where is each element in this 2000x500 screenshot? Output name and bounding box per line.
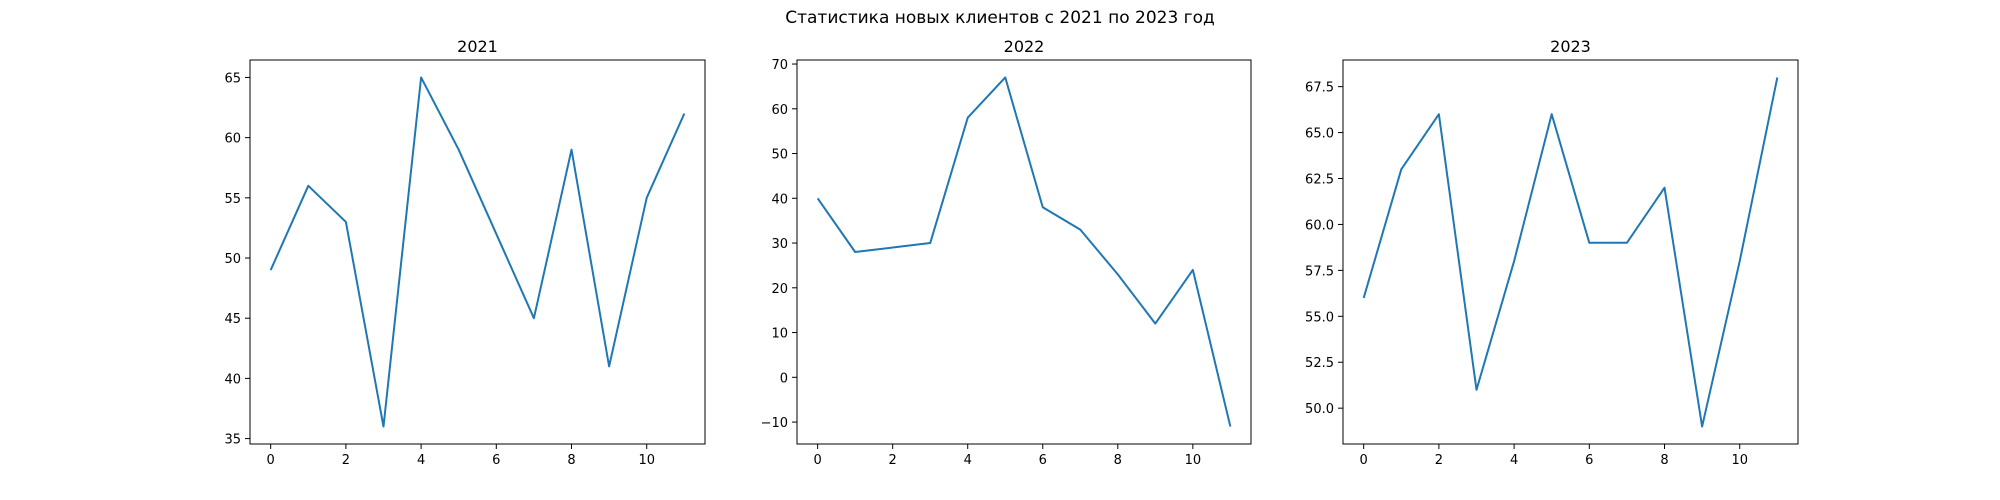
x-tick-label: 0: [1360, 453, 1368, 468]
axes-frame: [249, 59, 706, 445]
x-tick-label: 6: [1039, 453, 1047, 468]
y-tick-label: −10: [761, 416, 788, 431]
y-tick-label: 50.0: [1305, 402, 1334, 417]
x-tick-label: 0: [267, 453, 275, 468]
x-tick-label: 4: [964, 453, 972, 468]
y-tick-label: 30: [771, 237, 788, 252]
y-tick-label: 45: [224, 312, 241, 327]
y-tick-label: 20: [771, 282, 788, 297]
y-tick-label: 35: [224, 433, 241, 448]
subplot-2021: 2021 0 2 4 6 8 10 35 40 45 50 55 60 65: [224, 37, 706, 468]
y-tick-label: 50: [771, 148, 788, 163]
subplot-title: 2023: [1550, 37, 1591, 56]
y-tick-label: 55.0: [1305, 310, 1334, 325]
x-tick-label: 8: [1660, 453, 1668, 468]
x-tick-label: 6: [492, 453, 500, 468]
y-tick-label: 60: [224, 132, 241, 147]
x-tick-label: 2: [1435, 453, 1443, 468]
subplot-2023: 2023 0 2 4 6 8 10 50.0 52.5 55.0 57.5 60.0 62.5 65.0 6…: [1305, 37, 1799, 468]
y-tick-label: 65: [224, 71, 241, 86]
x-tick-label: 8: [1114, 453, 1122, 468]
series-line: [816, 76, 1232, 427]
y-tick-label: 60.0: [1305, 218, 1334, 233]
y-tick-label: 0: [780, 371, 788, 386]
x-tick-label: 8: [567, 453, 575, 468]
y-tick-label: 50: [224, 252, 241, 267]
y-tick-label: 10: [771, 327, 788, 342]
y-tick-label: 62.5: [1305, 173, 1334, 188]
x-tick-label: 10: [1731, 453, 1748, 468]
axes-frame: [796, 59, 1252, 445]
x-tick-label: 10: [638, 453, 655, 468]
figure-title: Статистика новых клиентов с 2021 по 2023…: [785, 8, 1215, 28]
x-tick-label: 2: [889, 453, 897, 468]
x-tick-label: 0: [813, 453, 821, 468]
subplot-title: 2022: [1004, 37, 1045, 56]
x-tick-label: 10: [1185, 453, 1202, 468]
y-tick-label: 52.5: [1305, 356, 1334, 371]
x-tick-label: 4: [1510, 453, 1518, 468]
subplot-2022: 2022 0 2 4 6 8 10 −10 0 10 20 30 40 50 60 70: [761, 37, 1252, 468]
y-tick-label: 57.5: [1305, 264, 1334, 279]
y-tick-label: 55: [224, 192, 241, 207]
x-tick-label: 2: [342, 453, 350, 468]
y-tick-label: 67.5: [1305, 81, 1334, 96]
y-tick-label: 60: [771, 103, 788, 118]
series-line: [1362, 77, 1779, 428]
y-tick-label: 65.0: [1305, 127, 1334, 142]
x-tick-label: 4: [417, 453, 425, 468]
series-line: [269, 76, 686, 428]
y-tick-label: 40: [224, 372, 241, 387]
x-tick-label: 6: [1585, 453, 1593, 468]
subplot-title: 2021: [457, 37, 498, 56]
y-tick-label: 70: [771, 58, 788, 73]
axes-frame: [1342, 59, 1799, 445]
y-tick-label: 40: [771, 192, 788, 207]
